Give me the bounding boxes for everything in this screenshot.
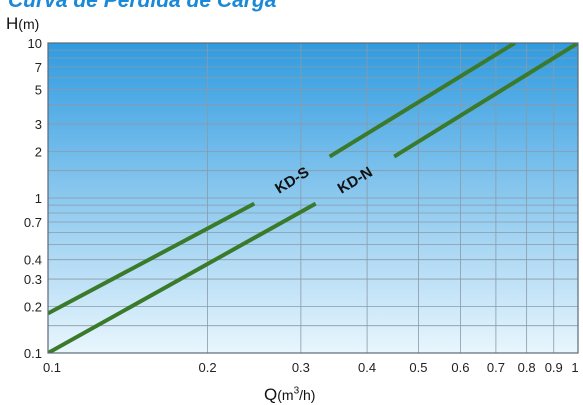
y-tick-label: 0.7	[24, 215, 42, 230]
y-tick-label: 7	[35, 60, 42, 75]
chart-title: Curva de Pérdida de Carga	[8, 0, 277, 12]
x-tick-label: 0.5	[409, 360, 427, 375]
x-tick-label: 1	[571, 360, 578, 375]
x-tick-label: 0.6	[451, 360, 469, 375]
x-tick-label: 0.8	[518, 360, 536, 375]
y-tick-label: 0.3	[24, 272, 42, 287]
x-axis-unit-prefix: (m	[277, 387, 294, 403]
y-tick-label: 2	[35, 144, 42, 159]
series-line-kd-n	[48, 201, 317, 353]
x-tick-label: 0.9	[545, 360, 563, 375]
x-tick-label: 0.3	[292, 360, 310, 375]
tick-labels: 0.1 0.2 0.3 0.4 0.5 0.6 0.7 0.8 0.9 1 0.1 0.2 0.3 0.4…	[24, 36, 579, 375]
y-tick-label: 0.1	[24, 346, 42, 361]
x-tick-label: 0.4	[358, 360, 376, 375]
y-tick-label: 3	[35, 117, 42, 132]
series-lines	[48, 43, 578, 353]
y-axis-symbol: H	[6, 14, 19, 33]
y-tick-label: 0.2	[24, 299, 42, 314]
x-tick-label: 0.2	[199, 360, 217, 375]
x-axis-symbol: Q	[264, 385, 278, 404]
y-axis-label: H(m)	[6, 14, 39, 34]
x-tick-label: 0.7	[487, 360, 505, 375]
y-axis-unit: (m)	[18, 16, 40, 32]
y-tick-label: 1	[35, 191, 42, 206]
series-line-kd-s	[328, 43, 516, 159]
x-axis-unit-sup: 3	[293, 385, 300, 397]
series-line-kd-n	[393, 43, 578, 159]
y-tick-label: 0.4	[24, 253, 42, 268]
x-tick-label: 0.1	[43, 360, 61, 375]
x-axis-unit-suffix: /h)	[299, 387, 316, 403]
x-axis-label: Q(m3/h)	[264, 385, 315, 405]
plot-border	[47, 42, 579, 354]
y-tick-label: 10	[28, 36, 42, 51]
series-line-kd-s	[48, 201, 256, 316]
y-tick-label: 5	[35, 83, 42, 98]
